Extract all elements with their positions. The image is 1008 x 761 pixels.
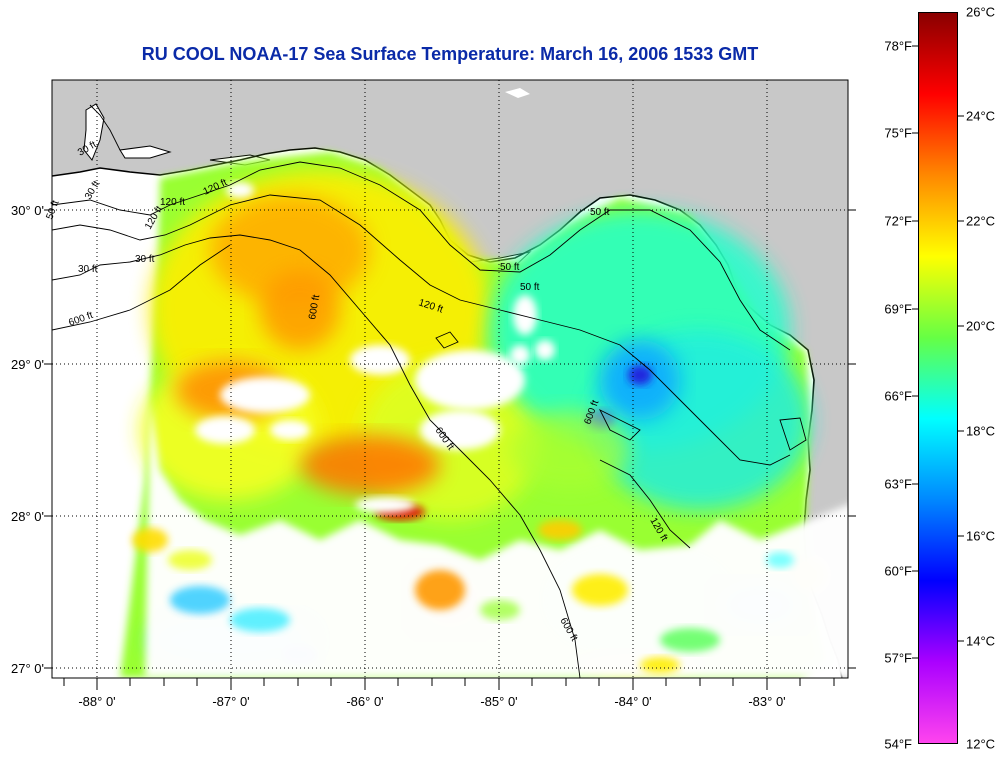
fahrenheit-label: 63°F xyxy=(884,476,912,492)
fahrenheit-label: 72°F xyxy=(884,213,912,229)
lon-label: -87° 0' xyxy=(212,694,250,709)
contour-label: 30 ft xyxy=(135,254,155,265)
lon-label: -84° 0' xyxy=(614,694,652,709)
cloud-gaps xyxy=(145,182,848,678)
contour-label: 600 ft xyxy=(307,294,322,321)
celsius-label: 26°C xyxy=(966,4,996,20)
lon-label: -85° 0' xyxy=(480,694,518,709)
celsius-label: 16°C xyxy=(966,528,996,544)
bathymetry-contours xyxy=(52,104,807,678)
contour-label: 50 ft xyxy=(520,282,540,293)
fahrenheit-label: 66°F xyxy=(884,388,912,404)
contour-label: 50 ft xyxy=(590,207,610,218)
sst-speckles xyxy=(132,520,794,673)
celsius-label: 20°C xyxy=(966,318,996,334)
lat-label: 30° 0' xyxy=(11,203,44,218)
lon-label: -83° 0' xyxy=(748,694,786,709)
contour-label: 120 ft xyxy=(160,197,185,208)
lat-label: 29° 0' xyxy=(11,357,44,372)
fahrenheit-label: 54°F xyxy=(884,736,912,752)
fahrenheit-label: 69°F xyxy=(884,301,912,317)
lat-label: 28° 0' xyxy=(11,509,44,524)
fahrenheit-label: 75°F xyxy=(884,125,912,141)
celsius-label: 14°C xyxy=(966,633,996,649)
celsius-label: 18°C xyxy=(966,423,996,439)
fahrenheit-label: 57°F xyxy=(884,650,912,666)
contour-label: 50 ft xyxy=(500,262,520,273)
axis-ticks xyxy=(44,209,856,690)
celsius-label: 24°C xyxy=(966,108,996,124)
graticule xyxy=(52,80,848,678)
celsius-label: 12°C xyxy=(966,736,996,752)
fahrenheit-label: 60°F xyxy=(884,563,912,579)
map-frame xyxy=(51,79,849,679)
lon-label: -86° 0' xyxy=(346,694,384,709)
land-area xyxy=(52,80,848,678)
celsius-label: 22°C xyxy=(966,213,996,229)
temperature-colorbar xyxy=(918,12,958,744)
contour-label: 30 ft xyxy=(78,264,98,275)
fahrenheit-label: 78°F xyxy=(884,38,912,54)
sst-field xyxy=(120,152,826,678)
lon-label: -88° 0' xyxy=(78,694,116,709)
map-body xyxy=(52,80,848,678)
map-title: RU COOL NOAA-17 Sea Surface Temperature:… xyxy=(141,44,759,64)
lat-label: 27° 0' xyxy=(11,661,44,676)
